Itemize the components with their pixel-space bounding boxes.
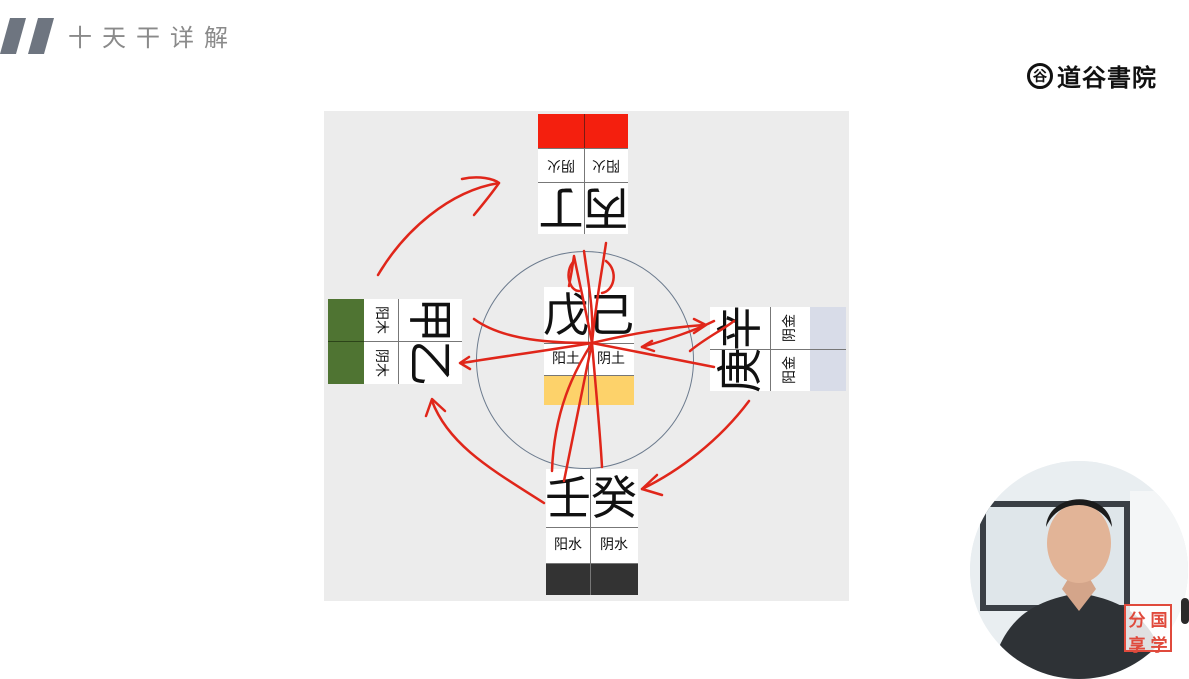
stamp-char: 享: [1128, 636, 1146, 656]
yang-wood-label-cell: 阳木: [364, 299, 398, 341]
ren-stem-cell: 壬: [545, 469, 591, 527]
yang-metal-label-cell: 阳金: [770, 349, 810, 391]
divider: [544, 343, 634, 344]
brand-name: 道谷書院: [1057, 63, 1157, 92]
yang-water-label-cell: 阳水: [546, 527, 590, 563]
ding-stem-cell: 丁: [538, 181, 584, 235]
yang-fire-label-cell: 阳火: [584, 148, 628, 182]
yin-wood-label: 阴木: [373, 348, 389, 377]
divider: [590, 469, 591, 595]
yin-fire-label-cell: 阴火: [538, 148, 584, 182]
divider: [328, 341, 364, 342]
geng-stem-cell: 庚: [710, 347, 770, 393]
yi-stem: 乙: [403, 339, 457, 386]
brand-seal-icon: 谷: [1027, 62, 1053, 89]
ren-stem: 壬: [545, 471, 591, 525]
earth-color-swatch: [544, 375, 634, 405]
bing-stem: 丙: [583, 181, 629, 235]
yang-wood-label: 阳木: [373, 306, 389, 334]
ji-stem: 己: [588, 288, 634, 342]
divider: [364, 341, 462, 342]
yang-earth-label-cell: 阳土: [544, 343, 588, 375]
divider: [546, 527, 638, 528]
ding-stem: 丁: [538, 181, 584, 235]
divider: [546, 563, 638, 564]
yang-water-label: 阳水: [554, 537, 582, 553]
divider: [584, 114, 585, 148]
wu-stem: 戊: [543, 288, 589, 342]
yi-stem-cell: 乙: [398, 339, 462, 386]
stamp-char: 分: [1128, 611, 1146, 631]
gui-stem-cell: 癸: [590, 469, 638, 527]
jia-stem: 甲: [403, 297, 457, 343]
stamp-char: 学: [1150, 636, 1168, 656]
yang-earth-label: 阳土: [552, 351, 580, 367]
xin-stem-cell: 辛: [710, 305, 770, 351]
yin-metal-label-cell: 阴金: [770, 307, 810, 349]
brand-logo: 谷 道谷書院: [1027, 58, 1157, 93]
yin-metal-label: 阴金: [782, 314, 798, 342]
divider: [538, 148, 628, 149]
wu-stem-cell: 戊: [543, 287, 589, 343]
yin-wood-label-cell: 阴木: [364, 341, 398, 384]
yin-earth-label-cell: 阴土: [588, 343, 634, 375]
watermark-seal: 分 国 享 学: [1124, 604, 1172, 656]
divider: [584, 148, 585, 234]
gui-stem: 癸: [591, 471, 637, 525]
xin-stem: 辛: [713, 305, 767, 351]
jia-stem-cell: 甲: [398, 297, 462, 343]
fire-color-swatch: [538, 114, 628, 148]
page-title: 十天干详解: [68, 24, 238, 52]
divider: [710, 349, 846, 350]
heavenly-stems-diagram: 阴火 阳火 丁 丙 阳木 阴木 甲 乙 戊 己 阳土 阴土 辛 庚 阴金 阳金: [324, 111, 849, 601]
bing-stem-cell: 丙: [583, 181, 629, 235]
geng-stem: 庚: [713, 347, 767, 393]
divider: [538, 182, 628, 183]
yin-water-label: 阴水: [600, 537, 628, 553]
water-color-swatch: [546, 563, 638, 595]
yin-fire-label: 阴火: [547, 157, 575, 173]
title-bars-icon: [0, 18, 54, 54]
stamp-char: 国: [1150, 611, 1168, 631]
scrollbar-handle[interactable]: [1181, 598, 1189, 624]
yin-water-label-cell: 阴水: [590, 527, 638, 563]
divider: [588, 287, 589, 405]
yang-fire-label: 阳火: [592, 157, 620, 173]
yin-earth-label: 阴土: [597, 351, 625, 367]
yang-metal-label: 阳金: [782, 356, 798, 384]
divider: [544, 375, 634, 376]
ji-stem-cell: 己: [588, 287, 634, 343]
